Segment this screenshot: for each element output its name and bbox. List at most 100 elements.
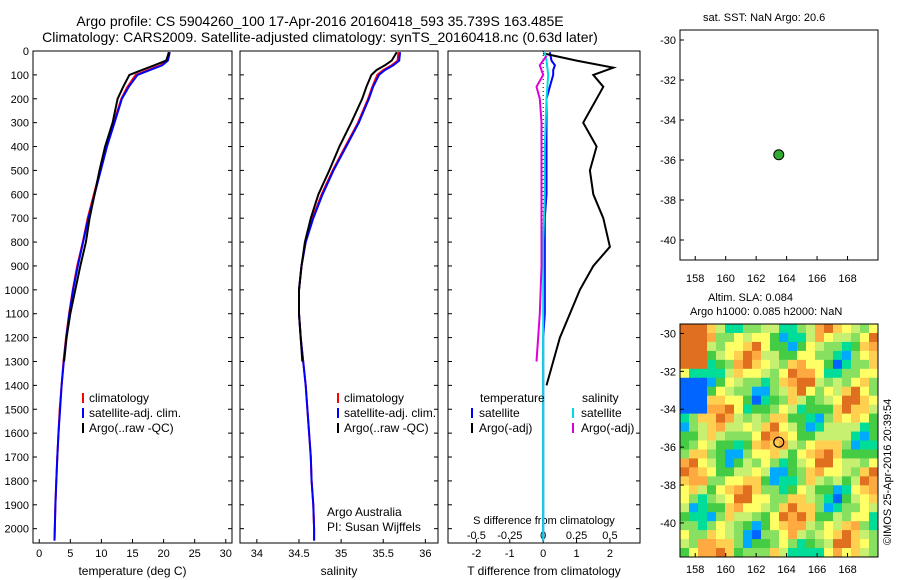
heatmap-cell <box>851 467 861 477</box>
heatmap-cell <box>725 431 735 441</box>
heatmap-cell <box>743 449 753 459</box>
heatmap-cell <box>797 359 807 370</box>
heatmap-cell <box>806 494 816 504</box>
heatmap-cell <box>689 494 699 504</box>
heatmap-cell <box>725 359 735 370</box>
heatmap-cell <box>869 413 879 424</box>
heatmap-cell <box>689 413 699 424</box>
heatmap-cell <box>707 512 717 522</box>
heatmap-cell <box>824 324 834 334</box>
y-tick-label: 1100 <box>5 309 29 321</box>
heatmap-cell <box>680 530 690 540</box>
heatmap-cell <box>779 539 789 549</box>
x-tick-label-temperature: 0 <box>36 548 42 560</box>
heatmap-cell <box>716 395 726 406</box>
heatmap-cell <box>752 404 762 415</box>
x-tick-label-salinity: 36 <box>419 548 431 560</box>
heatmap-cell <box>752 332 762 343</box>
heatmap-cell <box>779 422 789 433</box>
heatmap-cell <box>770 341 780 352</box>
top-tick-label: 0.5 <box>602 530 617 542</box>
heatmap-cell <box>761 449 771 459</box>
heatmap-cell <box>698 377 708 388</box>
heatmap-cell <box>698 422 708 433</box>
y-tick-label: 1700 <box>5 452 29 464</box>
heatmap-cell <box>833 350 843 361</box>
x-tick-label-temperature: 5 <box>67 548 73 560</box>
heatmap-cell <box>806 413 816 424</box>
heatmap-cell <box>788 404 798 415</box>
heatmap-cell <box>797 485 807 495</box>
heatmap-cell <box>788 377 798 388</box>
heatmap-cell <box>815 512 825 522</box>
heatmap-cell <box>779 350 789 361</box>
heatmap-cell <box>815 359 825 370</box>
heatmap-cell <box>725 422 735 433</box>
heatmap-cell <box>689 377 699 388</box>
heatmap-cell <box>734 368 744 379</box>
heatmap-cell <box>824 530 834 540</box>
heatmap-cell <box>689 350 699 361</box>
x-axis-label-salinity: salinity <box>321 564 358 578</box>
heatmap-cell <box>779 368 789 379</box>
heatmap-cell <box>770 386 780 397</box>
heatmap-cell <box>815 324 825 334</box>
heatmap-cell <box>698 350 708 361</box>
heatmap-cell <box>779 377 789 388</box>
heatmap-cell <box>860 548 870 558</box>
heatmap-cell <box>770 467 780 477</box>
heatmap-cell <box>851 404 861 415</box>
heatmap-cell <box>806 377 816 388</box>
x-tick-label-difference: -2 <box>471 548 481 560</box>
heatmap-cell <box>761 476 771 486</box>
y-tick-label-sst: -34 <box>660 115 676 127</box>
y-tick-label-sla: -32 <box>660 366 676 378</box>
annotation-text: Argo Australia <box>327 505 402 519</box>
y-tick-label: 1000 <box>5 285 29 297</box>
heatmap-cell <box>788 413 798 424</box>
heatmap-cell <box>788 395 798 406</box>
heatmap-cell <box>752 476 762 486</box>
heatmap-cell <box>860 503 870 513</box>
heatmap-cell <box>869 521 879 531</box>
series-line-difference <box>542 52 550 541</box>
heatmap-cell <box>680 440 690 450</box>
y-tick-label: 1800 <box>5 476 29 488</box>
heatmap-cell <box>734 395 744 406</box>
heatmap-cell <box>833 431 843 441</box>
heatmap-cell <box>698 431 708 441</box>
heatmap-cell <box>761 324 771 334</box>
heatmap-cell <box>833 530 843 540</box>
heatmap-cell <box>725 539 735 549</box>
heatmap-cell <box>869 386 879 397</box>
heatmap-cell <box>833 476 843 486</box>
heatmap-cell <box>842 530 852 540</box>
heatmap-cell <box>761 503 771 513</box>
heatmap-cell <box>743 503 753 513</box>
heatmap-cell <box>761 494 771 504</box>
heatmap-cell <box>869 548 879 558</box>
heatmap-cell <box>716 368 726 379</box>
heatmap-cell <box>797 521 807 531</box>
heatmap-cell <box>824 485 834 495</box>
heatmap-cell <box>761 458 771 468</box>
series-line-salinity <box>298 51 398 362</box>
heatmap-cell <box>815 404 825 415</box>
x-tick-label-sst: 158 <box>686 273 704 285</box>
heatmap-cell <box>824 341 834 352</box>
heatmap-cell <box>725 377 735 388</box>
x-tick-label-sla: 168 <box>838 564 856 576</box>
heatmap-cell <box>833 449 843 459</box>
heatmap-cell <box>815 395 825 406</box>
heatmap-cell <box>743 530 753 540</box>
heatmap-cell <box>698 530 708 540</box>
heatmap-cell <box>752 449 762 459</box>
heatmap-cell <box>761 485 771 495</box>
heatmap-cell <box>860 413 870 424</box>
heatmap-cell <box>698 503 708 513</box>
heatmap-cell <box>869 404 879 415</box>
legend-label: Argo(..raw -QC) <box>344 421 429 435</box>
heatmap-cell <box>734 485 744 495</box>
heatmap-cell <box>680 350 690 361</box>
heatmap-cell <box>842 440 852 450</box>
